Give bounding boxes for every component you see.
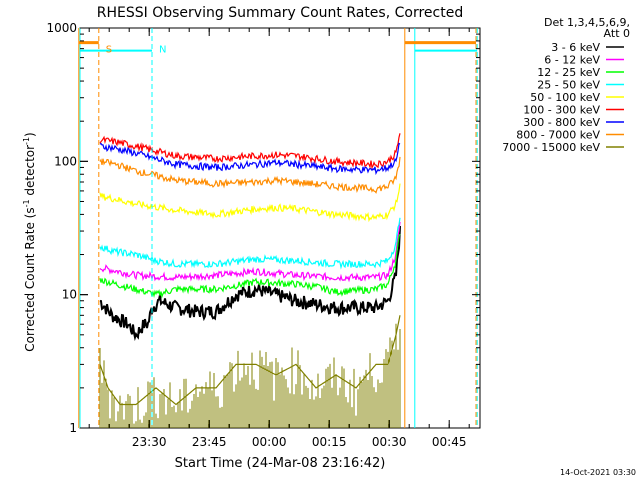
y-tick-label: 10	[62, 288, 77, 302]
legend-label: 800 - 7000 keV	[516, 129, 600, 142]
series-line-2	[99, 233, 401, 299]
series-line-6	[99, 142, 401, 176]
series-line-3	[99, 217, 401, 270]
y-tick-label: 1	[69, 421, 77, 435]
legend-label: 100 - 300 keV	[523, 104, 600, 117]
x-tick-label: 23:30	[132, 435, 167, 449]
x-tick-label: 00:30	[372, 435, 407, 449]
y-tick-label: 1000	[46, 21, 77, 35]
x-tick-label: 00:00	[252, 435, 287, 449]
series-line-7	[99, 156, 401, 194]
footer-date: 14-Oct-2021 03:30	[560, 468, 636, 477]
legend-label: 3 - 6 keV	[551, 41, 600, 54]
series-line-0	[99, 225, 401, 342]
x-axis-label: Start Time (24-Mar-08 23:16:42)	[175, 456, 386, 471]
legend-header: Det 1,3,4,5,6,9,	[544, 16, 630, 29]
x-tick-label: 00:15	[312, 435, 347, 449]
annotation-label-1: N	[159, 45, 166, 56]
x-tick-label: 00:45	[432, 435, 467, 449]
series-line-1	[99, 221, 401, 283]
y-axis-label: Corrected Count Rate (s-1 detector-1)	[22, 132, 37, 351]
y-tick-label: 100	[54, 154, 77, 168]
legend-label: 25 - 50 keV	[537, 79, 600, 92]
series-line-4	[99, 183, 401, 223]
annotation-label-0: S	[106, 45, 112, 56]
legend-label: 6 - 12 keV	[544, 54, 600, 67]
legend-label: 300 - 800 keV	[523, 116, 600, 129]
chart-title: RHESSI Observing Summary Count Rates, Co…	[97, 5, 463, 21]
series-line-5	[99, 133, 401, 170]
legend-label: 7000 - 15000 keV	[502, 141, 600, 154]
legend-label: 50 - 100 keV	[530, 91, 600, 104]
plot-frame	[79, 27, 481, 429]
x-tick-label: 23:45	[192, 435, 227, 449]
legend-header: Att 0	[604, 27, 630, 40]
legend-label: 12 - 25 keV	[537, 66, 600, 79]
